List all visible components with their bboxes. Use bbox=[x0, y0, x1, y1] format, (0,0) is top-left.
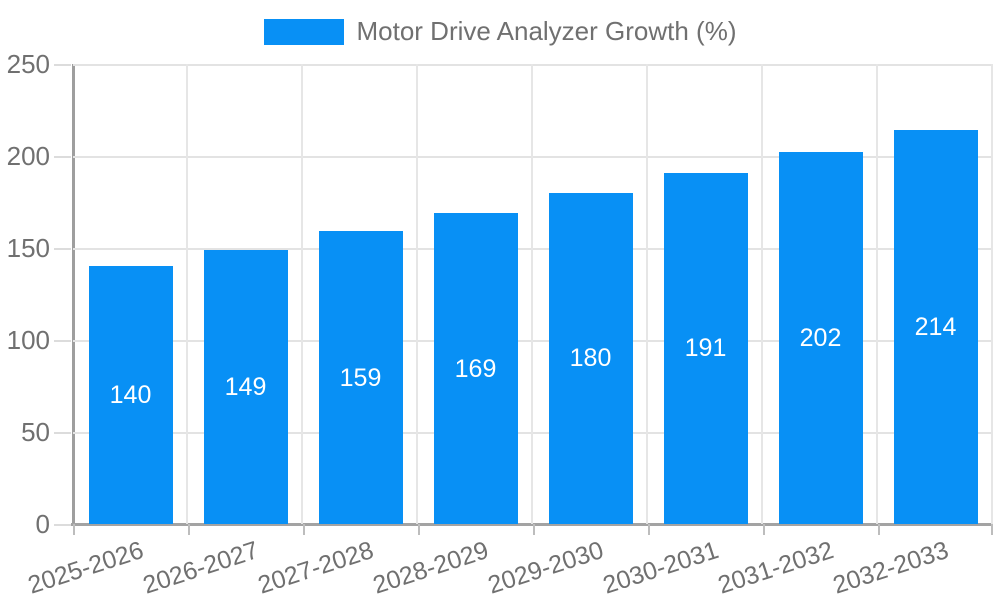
v-gridline bbox=[531, 64, 533, 524]
v-gridline bbox=[761, 64, 763, 524]
v-gridline bbox=[646, 64, 648, 524]
y-tick-label: 50 bbox=[21, 417, 50, 447]
bar[interactable] bbox=[433, 213, 518, 524]
y-tick-label: 150 bbox=[6, 233, 50, 263]
x-tick-label: 2027-2028 bbox=[254, 536, 377, 600]
h-gridline bbox=[73, 156, 993, 158]
y-tick-label: 200 bbox=[6, 141, 50, 171]
v-gridline bbox=[186, 64, 188, 524]
bar-value-label: 169 bbox=[454, 354, 497, 383]
v-gridline bbox=[301, 64, 303, 524]
x-tick-mark bbox=[991, 524, 993, 535]
y-tick-label: 100 bbox=[6, 325, 50, 355]
h-gridline bbox=[73, 64, 993, 66]
bar-value-label: 202 bbox=[799, 324, 842, 353]
x-axis-line bbox=[71, 523, 993, 526]
bar-value-label: 140 bbox=[109, 381, 152, 410]
bar[interactable] bbox=[778, 152, 863, 524]
v-gridline bbox=[416, 64, 418, 524]
x-tick-label: 2026-2027 bbox=[139, 536, 262, 600]
x-tick-mark bbox=[878, 524, 880, 535]
x-tick-mark bbox=[303, 524, 305, 535]
x-tick-label: 2028-2029 bbox=[369, 536, 492, 600]
y-tick-mark bbox=[54, 524, 71, 526]
legend[interactable]: Motor Drive Analyzer Growth (%) bbox=[0, 16, 1000, 47]
x-tick-label: 2029-2030 bbox=[484, 536, 607, 600]
bar[interactable] bbox=[88, 266, 173, 524]
bar-value-label: 159 bbox=[339, 363, 382, 392]
h-gridline bbox=[73, 432, 993, 434]
legend-label: Motor Drive Analyzer Growth (%) bbox=[356, 16, 737, 46]
bar-value-label: 214 bbox=[914, 313, 957, 342]
x-tick-label: 2030-2031 bbox=[599, 536, 722, 600]
y-tick-mark bbox=[54, 64, 71, 66]
y-tick-mark bbox=[54, 340, 71, 342]
y-tick-mark bbox=[54, 432, 71, 434]
y-tick-mark bbox=[54, 156, 71, 158]
v-gridline bbox=[991, 64, 993, 524]
bar-value-label: 180 bbox=[569, 344, 612, 373]
h-gridline bbox=[73, 340, 993, 342]
bar[interactable] bbox=[203, 249, 288, 524]
bar-value-label: 149 bbox=[224, 372, 267, 401]
y-tick-label: 250 bbox=[6, 49, 50, 79]
h-gridline bbox=[73, 248, 993, 250]
bar[interactable] bbox=[548, 192, 633, 524]
y-tick-label: 0 bbox=[35, 509, 50, 539]
x-tick-label: 2031-2032 bbox=[714, 536, 837, 600]
x-tick-mark bbox=[648, 524, 650, 535]
bar[interactable] bbox=[663, 172, 748, 524]
x-tick-mark bbox=[188, 524, 190, 535]
x-tick-mark bbox=[418, 524, 420, 535]
x-tick-mark bbox=[73, 524, 75, 535]
legend-swatch bbox=[263, 18, 344, 45]
bar[interactable] bbox=[893, 130, 978, 524]
x-tick-label: 2032-2033 bbox=[829, 536, 952, 600]
y-tick-mark bbox=[54, 248, 71, 250]
x-tick-mark bbox=[533, 524, 535, 535]
v-gridline bbox=[876, 64, 878, 524]
x-tick-label: 2025-2026 bbox=[24, 536, 147, 600]
x-tick-mark bbox=[763, 524, 765, 535]
bar-value-label: 191 bbox=[684, 334, 727, 363]
bar[interactable] bbox=[318, 231, 403, 524]
plot-area: 0 50 100 150 200 250 140 2025-2026 149 2026-2027 1… bbox=[7, 51, 993, 600]
y-axis-line bbox=[72, 64, 75, 524]
